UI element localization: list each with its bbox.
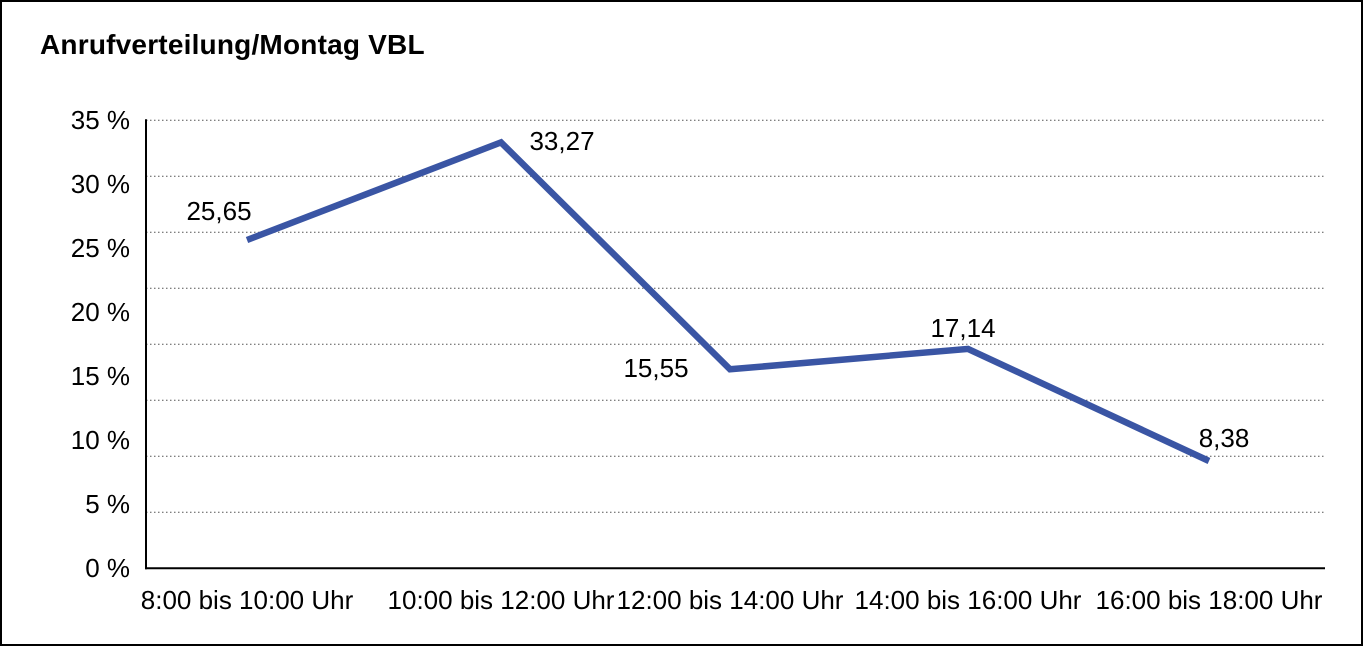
data-label: 33,27 <box>529 126 595 156</box>
y-tick-label: 5 % <box>85 489 130 520</box>
chart-title: Anrufverteilung/Montag VBL <box>40 29 425 60</box>
y-tick-label: 30 % <box>70 169 130 200</box>
y-tick-label: 15 % <box>70 361 130 392</box>
data-label: 25,65 <box>186 196 252 226</box>
data-label: 17,14 <box>930 313 996 343</box>
y-tick-label: 25 % <box>70 233 130 264</box>
y-tick-label: 35 % <box>70 105 130 136</box>
data-label: 8,38 <box>1198 423 1250 453</box>
x-tick-label: 10:00 bis 12:00 Uhr <box>387 585 615 615</box>
x-tick-label: 8:00 bis 10:00 Uhr <box>140 585 354 615</box>
x-tick-label: 16:00 bis 18:00 Uhr <box>1095 585 1323 615</box>
y-tick-label: 10 % <box>70 425 130 456</box>
x-tick-label: 12:00 bis 14:00 Uhr <box>616 585 844 615</box>
y-tick-label: 0 % <box>85 553 130 584</box>
y-tick-label: 20 % <box>70 297 130 328</box>
series-line <box>245 138 1211 464</box>
data-label: 15,55 <box>623 353 689 383</box>
x-tick-label: 14:00 bis 16:00 Uhr <box>854 585 1082 615</box>
